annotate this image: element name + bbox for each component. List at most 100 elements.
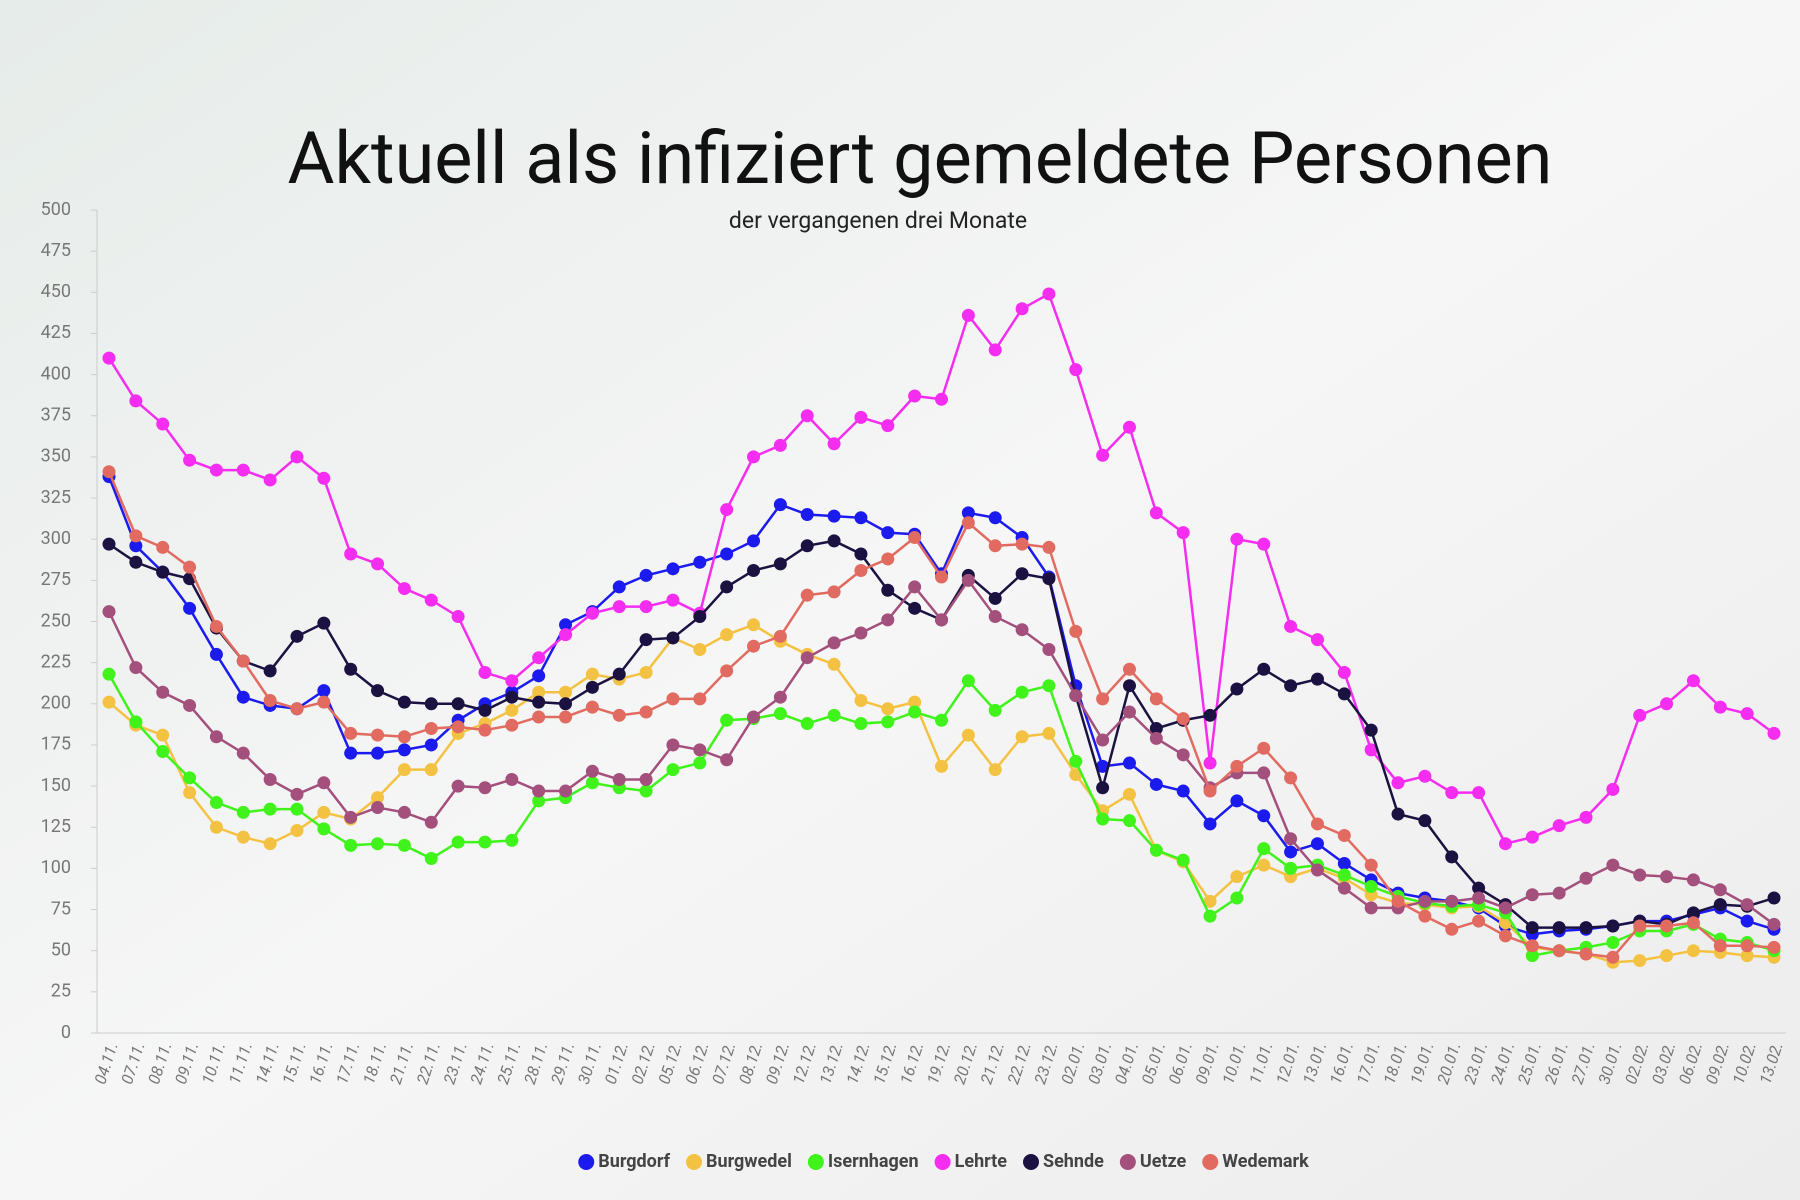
- data-point: [1337, 828, 1351, 842]
- data-point: [693, 555, 707, 569]
- data-point: [747, 639, 761, 653]
- data-point: [1015, 623, 1029, 637]
- data-point: [585, 667, 599, 681]
- data-point: [1069, 624, 1083, 638]
- data-point: [1203, 894, 1217, 908]
- data-point: [1418, 814, 1432, 828]
- data-point: [505, 833, 519, 847]
- data-point: [988, 539, 1002, 553]
- data-point: [451, 779, 465, 793]
- data-point: [1606, 919, 1620, 933]
- data-point: [961, 573, 975, 587]
- data-point: [183, 698, 197, 712]
- data-point: [1525, 949, 1539, 963]
- data-point: [1284, 679, 1298, 693]
- data-point: [532, 685, 546, 699]
- data-point: [827, 534, 841, 548]
- data-point: [1122, 705, 1136, 719]
- data-point: [720, 503, 734, 517]
- data-point: [1525, 939, 1539, 953]
- data-point: [854, 410, 868, 424]
- data-point: [1149, 692, 1163, 706]
- data-point: [1230, 759, 1244, 773]
- data-point: [1310, 817, 1324, 831]
- data-point: [1579, 921, 1593, 935]
- data-point: [1525, 830, 1539, 844]
- data-point: [1096, 812, 1110, 826]
- data-point: [1445, 786, 1459, 800]
- legend-label: Sehnde: [1043, 1151, 1104, 1172]
- data-point: [183, 453, 197, 467]
- data-point: [1096, 759, 1110, 773]
- data-point: [1767, 891, 1781, 905]
- data-point: [1525, 921, 1539, 935]
- data-point: [129, 555, 143, 569]
- data-point: [720, 753, 734, 767]
- data-point: [1096, 781, 1110, 795]
- data-point: [424, 815, 438, 829]
- data-point: [451, 720, 465, 734]
- data-point: [1042, 287, 1056, 301]
- data-point: [747, 710, 761, 724]
- data-point: [424, 738, 438, 752]
- data-point: [424, 852, 438, 866]
- data-point: [505, 718, 519, 732]
- data-point: [1472, 881, 1486, 895]
- data-point: [1391, 776, 1405, 790]
- data-point: [344, 810, 358, 824]
- data-point: [209, 730, 223, 744]
- data-point: [639, 568, 653, 582]
- data-point: [1498, 929, 1512, 943]
- data-point: [1310, 633, 1324, 647]
- chart-subtitle: der vergangenen drei Monate: [729, 207, 1027, 234]
- data-point: [1606, 950, 1620, 964]
- data-point: [881, 419, 895, 433]
- data-point: [988, 763, 1002, 777]
- data-point: [1284, 771, 1298, 785]
- data-point: [236, 746, 250, 760]
- data-point: [1284, 861, 1298, 875]
- data-point: [1686, 873, 1700, 887]
- data-point: [371, 800, 385, 814]
- data-point: [666, 562, 680, 576]
- data-point: [1445, 894, 1459, 908]
- data-point: [666, 763, 680, 777]
- data-point: [1149, 731, 1163, 745]
- y-tick-label: 475: [41, 240, 71, 261]
- data-point: [693, 642, 707, 656]
- data-point: [1472, 891, 1486, 905]
- data-point: [1364, 858, 1378, 872]
- data-point: [612, 667, 626, 681]
- data-point: [236, 690, 250, 704]
- data-point: [1176, 712, 1190, 726]
- data-point: [344, 547, 358, 561]
- data-point: [451, 697, 465, 711]
- data-point: [290, 702, 304, 716]
- data-point: [1686, 674, 1700, 688]
- data-point: [532, 695, 546, 709]
- data-point: [559, 628, 573, 642]
- y-tick-label: 350: [41, 446, 71, 467]
- data-point: [1391, 807, 1405, 821]
- data-point: [532, 710, 546, 724]
- data-point: [102, 465, 116, 479]
- data-point: [639, 633, 653, 647]
- data-point: [371, 557, 385, 571]
- data-point: [961, 516, 975, 530]
- data-point: [317, 822, 331, 836]
- data-point: [639, 784, 653, 798]
- data-point: [800, 717, 814, 731]
- data-point: [478, 723, 492, 737]
- data-point: [693, 756, 707, 770]
- y-tick-label: 425: [41, 322, 71, 343]
- data-point: [585, 700, 599, 714]
- data-point: [827, 657, 841, 671]
- data-point: [478, 703, 492, 717]
- data-point: [1337, 687, 1351, 701]
- data-point: [1740, 949, 1754, 963]
- data-point: [720, 628, 734, 642]
- data-point: [1310, 837, 1324, 851]
- data-point: [1176, 784, 1190, 798]
- data-point: [505, 674, 519, 688]
